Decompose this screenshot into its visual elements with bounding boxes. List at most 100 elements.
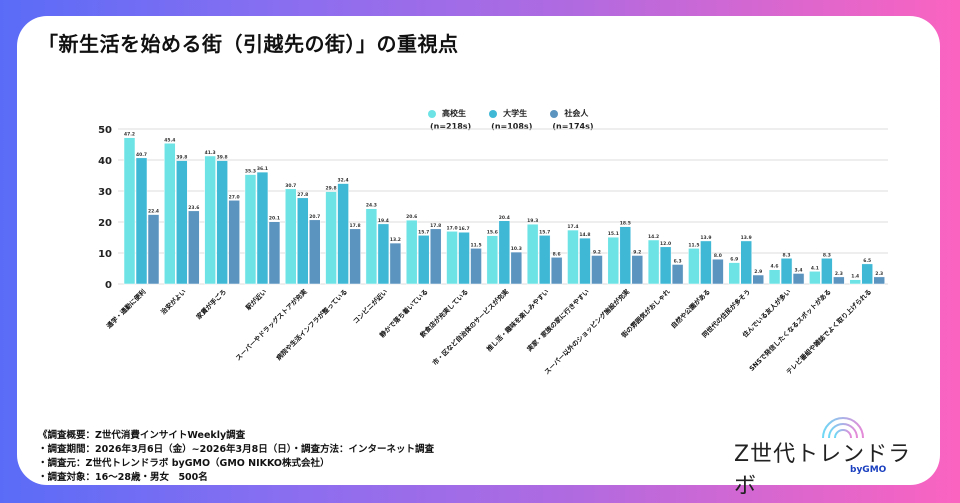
data-label: 29.8 [326, 186, 337, 192]
bar [446, 231, 458, 285]
data-label: 30.7 [285, 183, 296, 189]
bar [752, 274, 764, 285]
data-label: 13.9 [700, 235, 711, 241]
y-tick-label: 0 [105, 280, 112, 291]
data-label: 8.3 [783, 252, 791, 258]
data-label: 2.3 [875, 271, 883, 277]
data-label: 3.4 [795, 267, 803, 273]
data-label: 17.0 [446, 225, 457, 231]
data-label: 10.3 [511, 246, 522, 252]
data-label: 2.9 [754, 269, 762, 275]
data-label: 17.8 [430, 223, 441, 229]
bar [740, 240, 752, 285]
bar [728, 262, 740, 285]
data-label: 19.4 [378, 218, 389, 224]
bar [619, 226, 632, 285]
bar [147, 214, 160, 285]
chart-legend: 高校生 (n=218s) 大学生 (n=108s) 社会人 (n=174s) [428, 108, 594, 131]
data-label: 11.5 [688, 242, 699, 248]
data-label: 47.2 [124, 132, 135, 138]
bar [510, 251, 523, 285]
legend-item-worker: 社会人 (n=174s) [550, 108, 594, 131]
legend-swatch [489, 109, 498, 118]
data-label: 17.8 [350, 223, 361, 229]
bar [365, 208, 378, 285]
data-label: 6.9 [730, 257, 738, 263]
bar [700, 240, 712, 285]
legend-label: 大学生 [503, 109, 528, 118]
bar [135, 157, 148, 285]
data-label: 22.4 [148, 209, 159, 215]
bar [285, 188, 297, 285]
bar [228, 200, 240, 285]
y-tick-label: 30 [98, 187, 112, 198]
bar [176, 160, 188, 285]
data-label: 24.3 [366, 203, 377, 209]
x-tick-label: スーパーやドラッグストアが充実 [233, 287, 309, 363]
bar [486, 235, 499, 285]
legend-n: (n=218s) [430, 122, 472, 131]
bar [498, 220, 511, 285]
data-label: 17.4 [567, 224, 578, 230]
data-label: 16.7 [458, 226, 469, 232]
brand-logo: Z世代トレンドラボ byGMO [728, 408, 928, 499]
bar [809, 271, 821, 285]
legend-item-university: 大学生 (n=108s) [489, 108, 532, 131]
data-label: 15.7 [539, 229, 550, 235]
data-label: 1.4 [851, 274, 859, 280]
bar [821, 258, 833, 285]
signal-icon [822, 417, 864, 439]
data-label: 8.0 [714, 253, 722, 259]
x-tick-label: 病院や生活インフラが整っている [274, 287, 349, 362]
logo-by: byGMO [850, 465, 887, 475]
data-label: 15.1 [608, 231, 619, 237]
bar [567, 229, 579, 285]
bar [123, 137, 136, 285]
bar [337, 183, 349, 285]
bar [164, 143, 176, 285]
bar [458, 231, 470, 285]
data-label: 12.0 [660, 241, 671, 247]
bar [671, 264, 684, 285]
survey-note-line: 《調査概要：Z世代消費インサイトWeekly調査 [38, 430, 246, 441]
x-tick-label: スーパー以外のショッピング施設が充実 [542, 287, 631, 376]
data-label: 27.8 [297, 192, 308, 198]
data-label: 36.1 [257, 166, 268, 172]
survey-notes: 《調査概要：Z世代消費インサイトWeekly調査 ・調査期間：2026年3月6日… [38, 429, 434, 485]
x-tick-label: 治安がよい [159, 287, 188, 316]
data-label: 13.2 [390, 237, 401, 243]
bar [780, 258, 793, 285]
bar [833, 276, 845, 285]
survey-note-line: ・調査元：Z世代トレンドラボ byGMO（GMO NIKKO株式会社） [38, 458, 330, 469]
bar [631, 255, 644, 285]
data-label: 2.3 [835, 271, 843, 277]
bar [470, 248, 482, 285]
data-label: 6.5 [863, 258, 871, 264]
data-label: 19.3 [527, 218, 538, 224]
survey-note-line: ・調査期間：2026年3月6日（金）~2026年3月8日（日）・調査方法：インタ… [38, 444, 435, 455]
x-tick-label: SNSで発信したくなるスポットがある [747, 287, 833, 373]
bar [216, 160, 228, 285]
bar [538, 235, 551, 285]
data-label: 20.7 [309, 214, 320, 220]
data-label: 32.4 [338, 178, 349, 184]
bar [550, 257, 563, 285]
data-label: 39.8 [217, 155, 228, 161]
legend-n: (n=108s) [491, 122, 533, 131]
bar [768, 269, 781, 285]
bar [297, 197, 309, 285]
x-tick-label: 自然や公園がある [669, 287, 712, 330]
data-label: 20.6 [406, 214, 417, 220]
data-label: 9.2 [633, 249, 641, 255]
bar [377, 223, 390, 285]
bar [325, 191, 337, 285]
bar [579, 237, 591, 285]
bar [188, 210, 200, 285]
bar [429, 228, 442, 285]
y-tick-label: 10 [98, 249, 112, 260]
data-label: 11.5 [470, 242, 481, 248]
data-label: 23.6 [188, 205, 199, 211]
data-label: 6.3 [674, 258, 682, 264]
y-tick-label: 40 [98, 156, 112, 167]
